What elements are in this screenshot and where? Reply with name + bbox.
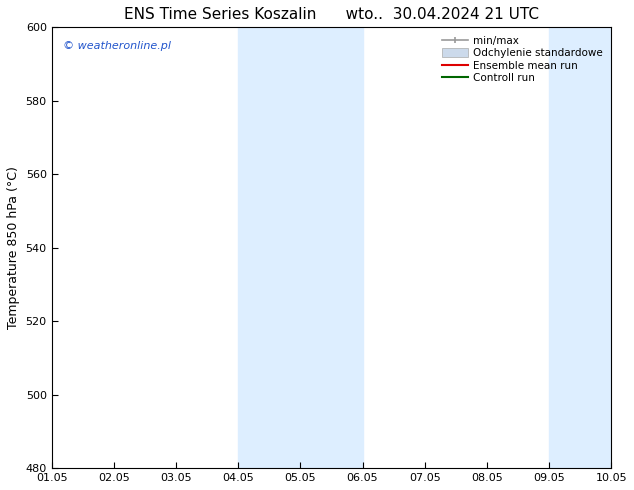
Legend: min/max, Odchylenie standardowe, Ensemble mean run, Controll run: min/max, Odchylenie standardowe, Ensembl… [439, 32, 606, 87]
Text: © weatheronline.pl: © weatheronline.pl [63, 41, 171, 50]
Bar [549, 27, 611, 468]
Title: ENS Time Series Koszalin      wto..  30.04.2024 21 UTC: ENS Time Series Koszalin wto.. 30.04.202… [124, 7, 539, 22]
Bar [238, 27, 363, 468]
Y-axis label: Temperature 850 hPa (°C): Temperature 850 hPa (°C) [7, 166, 20, 329]
